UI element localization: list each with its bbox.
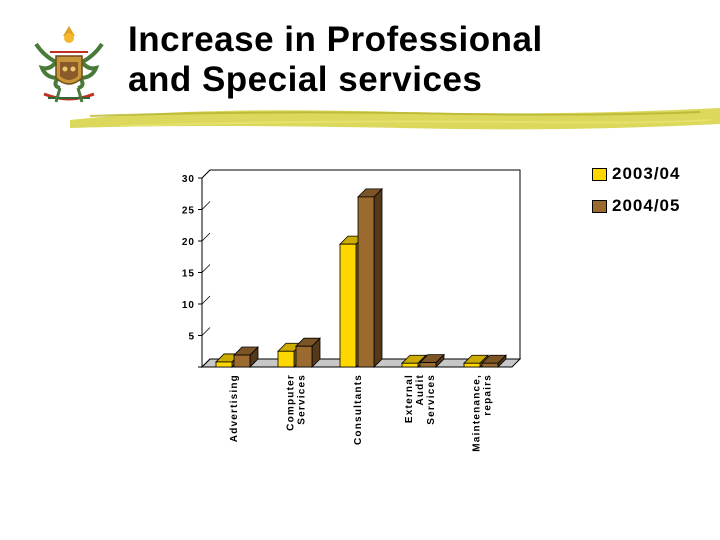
x-tick-label: Maintenance, <box>472 374 483 452</box>
y-tick-depth <box>201 169 211 179</box>
y-tick-label: 5 <box>188 332 195 343</box>
y-tick-depth <box>201 295 211 305</box>
bar-2004-05-3 <box>419 362 437 368</box>
x-tick-label: Audit <box>415 374 426 406</box>
x-tick-label: Computer <box>286 374 297 431</box>
x-tick-label: External <box>404 374 415 423</box>
y-tick-depth <box>201 201 211 210</box>
legend-label-2004-05: 2004/05 <box>612 196 681 215</box>
bar-side <box>373 187 383 368</box>
y-tick-depth <box>201 232 211 242</box>
y-tick-label: 10 <box>182 300 195 311</box>
bar-2003-04-3 <box>401 362 419 368</box>
y-tick-label: 20 <box>182 237 195 248</box>
y-tick-label: 25 <box>182 206 195 217</box>
legend-label-2003-04: 2003/04 <box>612 164 681 183</box>
bar-2004-05-2 <box>357 196 375 368</box>
decorative-brush-stroke <box>70 108 720 130</box>
coat-of-arms-logo <box>34 26 104 103</box>
slide-title-line-2: and Special services <box>128 60 483 99</box>
legend-swatch-2003-04 <box>592 168 607 181</box>
bar-2004-05-4 <box>481 362 499 368</box>
slide-title: Increase in Professional and Special ser… <box>128 20 543 100</box>
legend-item-2004-05: 2004/05 <box>592 194 712 218</box>
bar-2003-04-0 <box>215 361 233 368</box>
bar-2004-05-1 <box>295 345 313 368</box>
bar-2003-04-1 <box>277 350 295 368</box>
x-tick-label: repairs <box>483 374 494 416</box>
bar-2004-05-0 <box>233 354 251 368</box>
legend-swatch-2004-05 <box>592 200 607 213</box>
y-tick-depth <box>201 264 211 273</box>
bar-2003-04-2 <box>339 243 357 368</box>
x-tick-label: Services <box>426 374 437 425</box>
slide-title-line-1: Increase in Professional <box>128 20 543 59</box>
y-tick-depth <box>201 358 211 368</box>
y-tick-label: 30 <box>182 174 195 185</box>
legend-item-2003-04: 2003/04 <box>592 162 712 186</box>
y-tick-depth <box>201 327 211 336</box>
x-tick-label: Services <box>297 374 308 425</box>
y-tick-label: 15 <box>182 269 195 280</box>
x-tick-label: Consultants <box>353 374 364 445</box>
bar-2003-04-4 <box>463 362 481 368</box>
x-tick-label: Advertising <box>229 374 240 442</box>
